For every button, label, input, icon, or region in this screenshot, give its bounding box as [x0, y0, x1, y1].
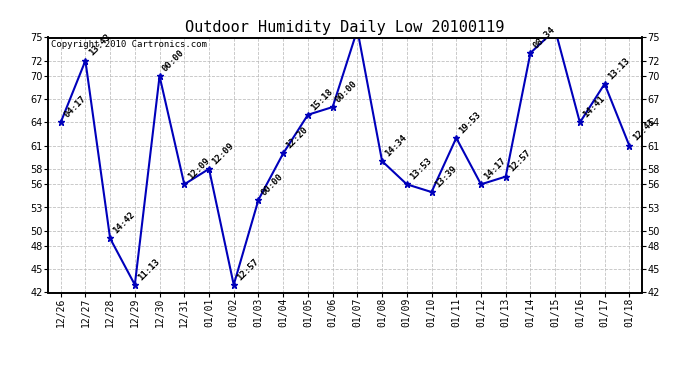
Text: 12:57: 12:57: [507, 148, 533, 174]
Text: 14:17: 14:17: [482, 156, 508, 182]
Text: 00:00: 00:00: [260, 172, 285, 197]
Text: 08:34: 08:34: [532, 25, 558, 50]
Text: 14:41: 14:41: [581, 94, 607, 120]
Text: 14:42: 14:42: [112, 210, 137, 236]
Text: 12:09: 12:09: [210, 141, 236, 166]
Text: 13:43: 13:43: [87, 33, 112, 58]
Text: 12:41: 12:41: [631, 117, 656, 143]
Text: Copyright 2010 Cartronics.com: Copyright 2010 Cartronics.com: [51, 40, 207, 49]
Text: 15:18: 15:18: [309, 87, 335, 112]
Text: 13:13: 13:13: [606, 56, 631, 81]
Text: 19:53: 19:53: [457, 110, 483, 135]
Text: 00:00: 00:00: [161, 48, 186, 74]
Text: 14:34: 14:34: [384, 133, 409, 158]
Text: 00:00: 00:00: [334, 79, 359, 104]
Text: 04:17: 04:17: [62, 94, 88, 120]
Text: 12:09: 12:09: [186, 156, 211, 182]
Text: 12:20: 12:20: [284, 125, 310, 151]
Text: 11:13: 11:13: [136, 256, 161, 282]
Text: 13:39: 13:39: [433, 164, 458, 189]
Text: 13:53: 13:53: [408, 156, 433, 182]
Text: 00:00: 00:00: [0, 374, 1, 375]
Text: 14:05: 14:05: [0, 374, 1, 375]
Text: 12:57: 12:57: [235, 256, 261, 282]
Title: Outdoor Humidity Daily Low 20100119: Outdoor Humidity Daily Low 20100119: [186, 20, 504, 35]
